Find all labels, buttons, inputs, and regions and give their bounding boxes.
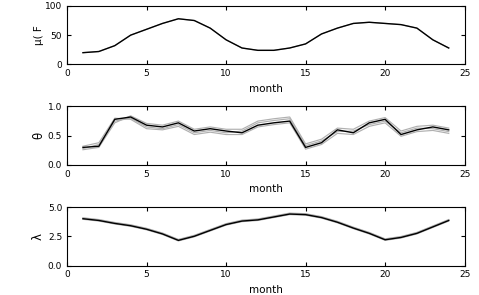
Y-axis label: μ( F: μ( F	[34, 25, 44, 45]
X-axis label: month: month	[249, 84, 283, 94]
X-axis label: month: month	[249, 285, 283, 295]
Y-axis label: λ: λ	[32, 233, 45, 240]
X-axis label: month: month	[249, 184, 283, 194]
Y-axis label: θ: θ	[32, 132, 45, 139]
